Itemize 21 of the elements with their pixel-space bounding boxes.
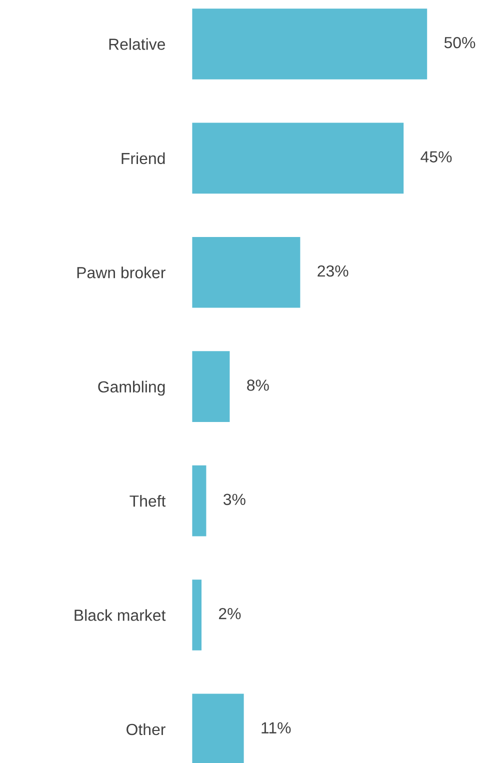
y-tick-label: Other [126,723,166,736]
data-label: 50% [444,36,476,48]
data-label: 45% [420,151,452,162]
y-tick-label: Gambling [98,380,165,396]
data-label: 23% [318,265,348,277]
data-label: 2% [218,608,241,620]
data-label: 3% [223,494,246,506]
y-tick-label: Theft [130,495,166,507]
bar [192,465,206,536]
bar [192,122,404,194]
bar [192,694,244,763]
y-tick-label: Friend [122,152,165,164]
bar [192,236,300,308]
data-label: 11% [262,722,291,734]
y-tick-label: Relative [109,38,166,50]
y-tick-label: Black market [74,609,166,621]
data-label: 8% [247,380,269,391]
bar [192,351,230,422]
bar [192,8,428,80]
bar [192,580,202,650]
y-tick-label: Pawn broker [77,266,166,278]
